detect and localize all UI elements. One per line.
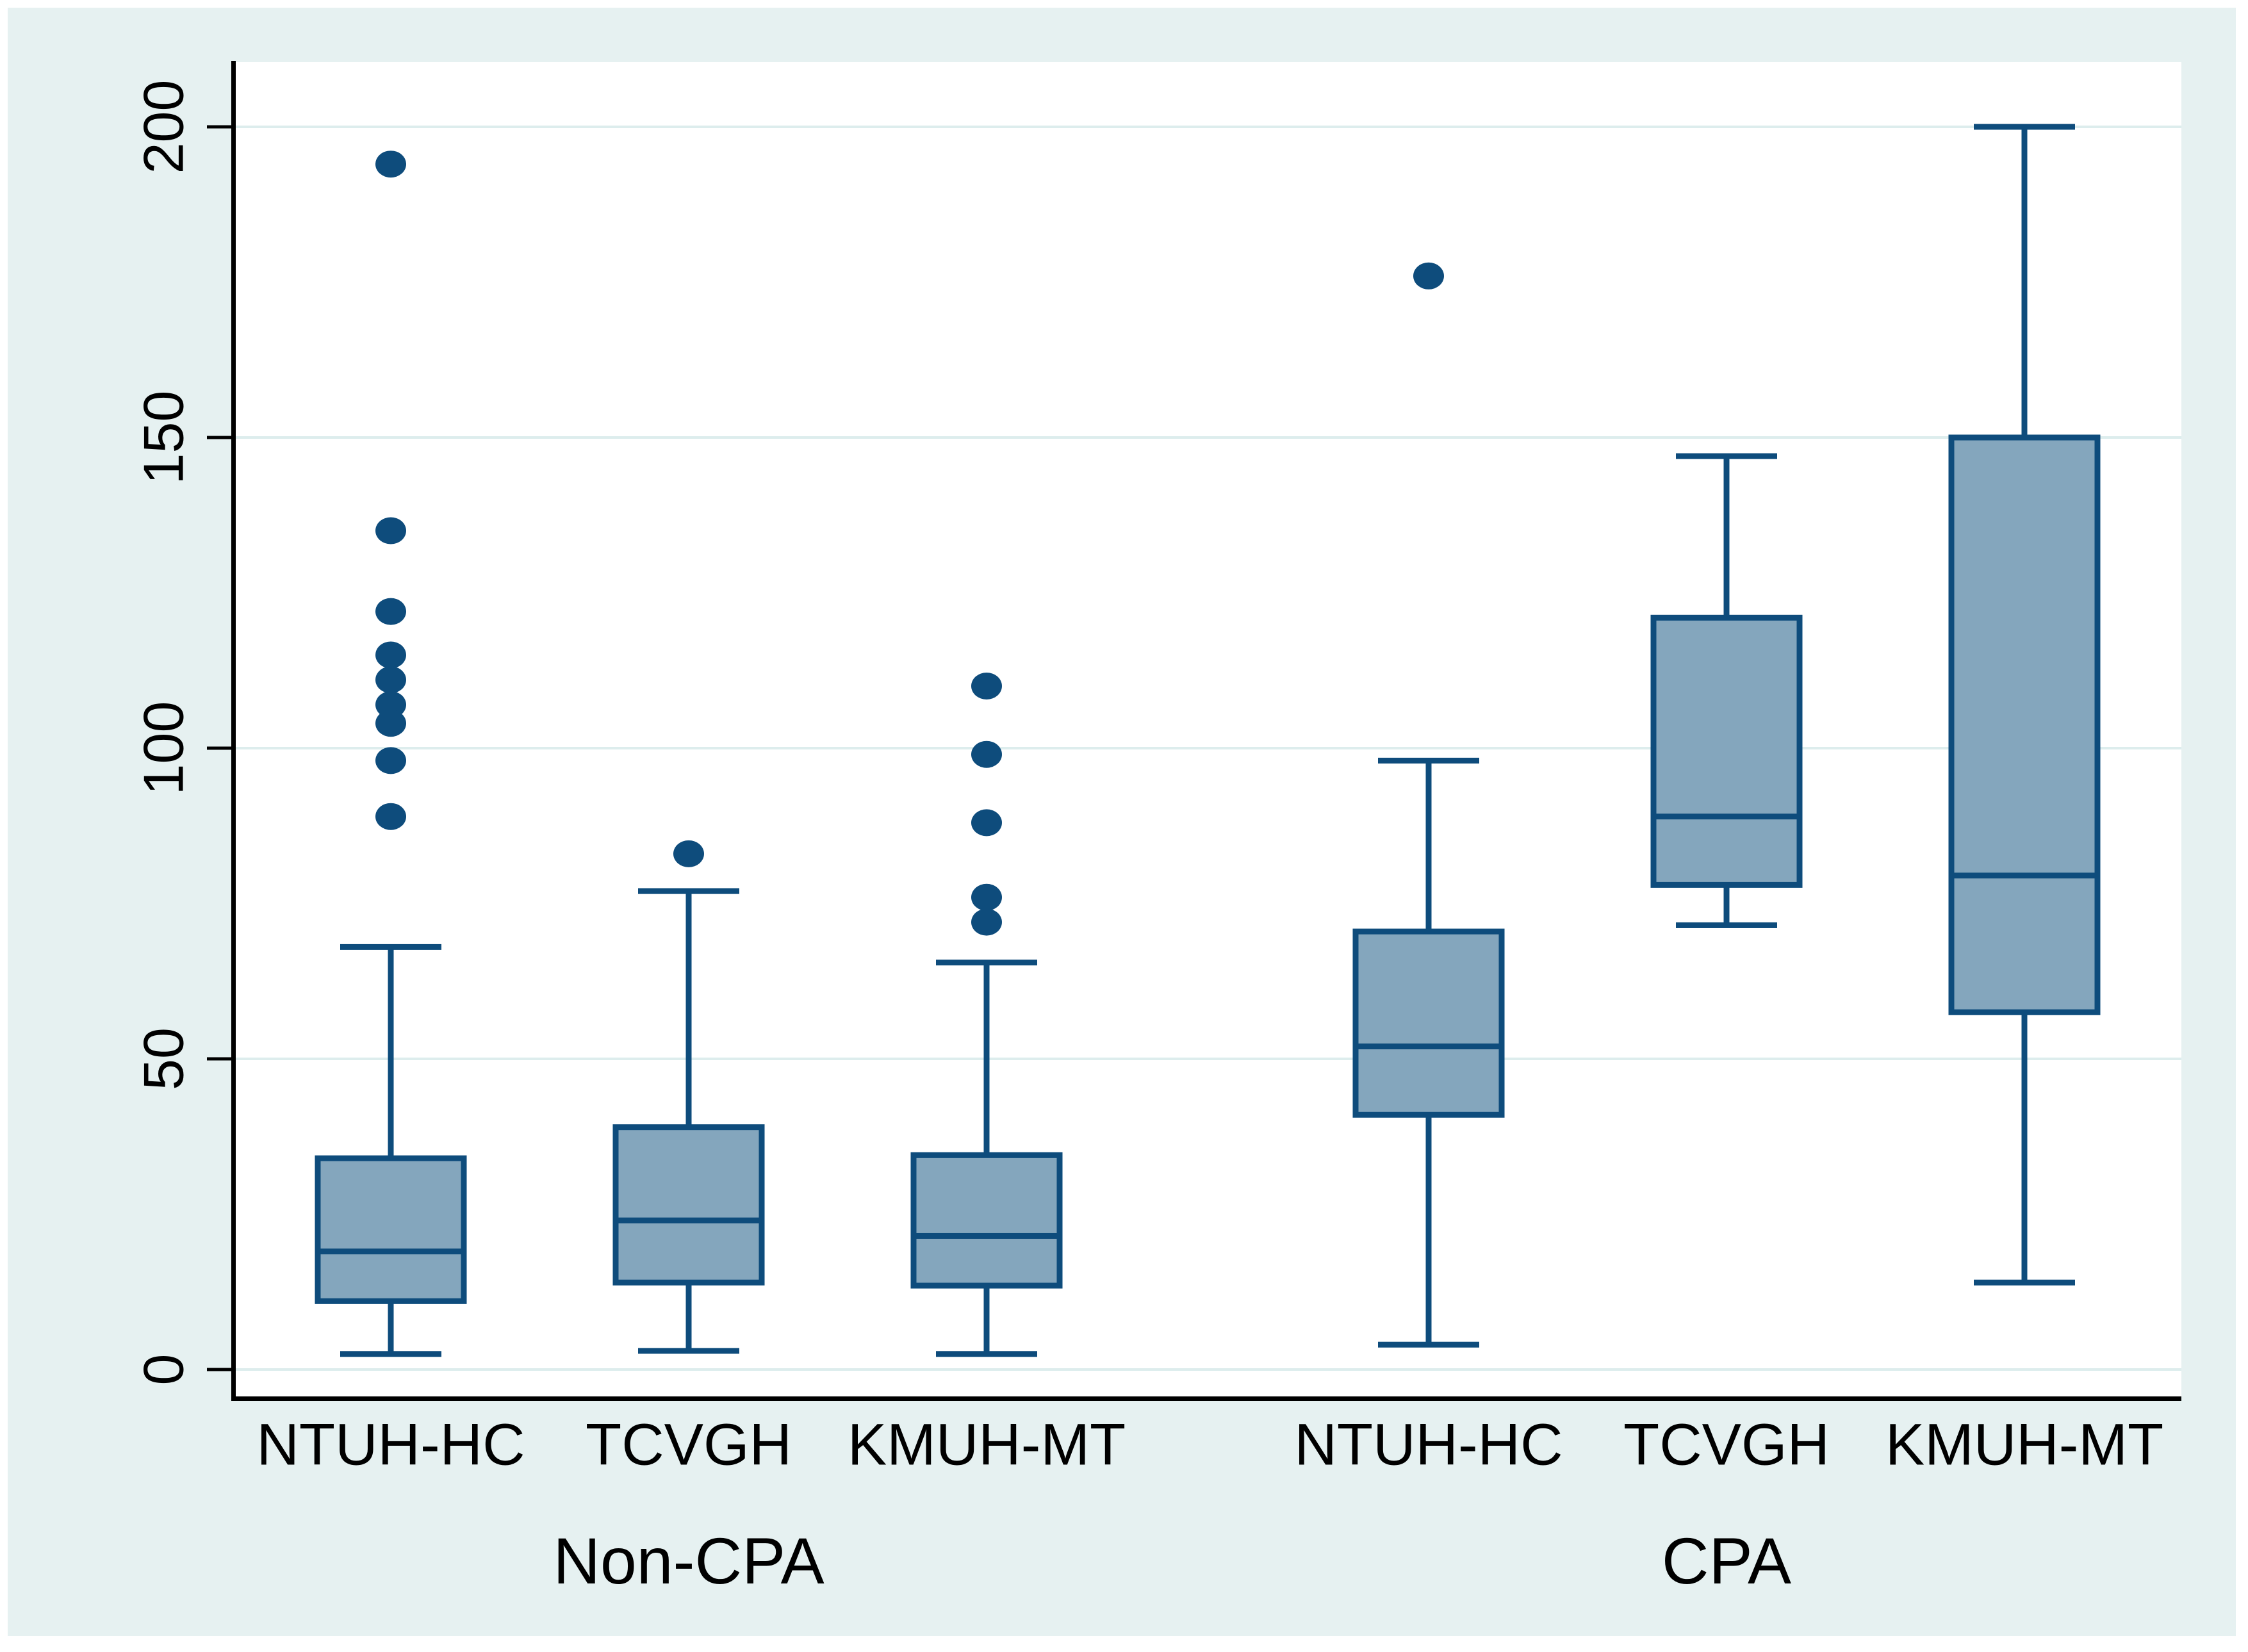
upper-whisker-line <box>388 947 394 1159</box>
x-label-cpa-kmuh-mt: KMUH-MT <box>1885 1412 2163 1477</box>
upper-whisker-cap <box>340 944 441 950</box>
lower-whisker-line <box>983 1286 990 1354</box>
y-axis-line <box>231 61 236 1401</box>
x-axis-line <box>231 1396 2181 1401</box>
box-rect <box>910 1152 1063 1289</box>
outlier-dot <box>971 740 1002 768</box>
outlier-dot <box>375 803 406 830</box>
y-tick-150 <box>207 436 231 439</box>
x-label-non-cpa-kmuh-mt: KMUH-MT <box>848 1412 1126 1477</box>
box-group-non-cpa-tcvgh <box>612 840 765 1354</box>
y-tick-200 <box>207 125 231 129</box>
box-group-cpa-ntuh-hc <box>1352 262 1505 1348</box>
y-tick-100 <box>207 746 231 750</box>
median-line <box>1655 814 1798 820</box>
box-group-non-cpa-ntuh-hc <box>315 151 467 1357</box>
group-label-non-cpa: Non-CPA <box>553 1525 824 1598</box>
outlier-dot <box>375 691 406 719</box>
outlier-dot <box>971 673 1002 699</box>
upper-whisker-line <box>983 962 990 1156</box>
gridline-100 <box>236 747 2181 749</box>
y-tick-50 <box>207 1057 231 1061</box>
y-tick-label-200: 200 <box>131 80 195 174</box>
lower-whisker-cap <box>1676 922 1777 928</box>
lower-whisker-line <box>1425 1115 1432 1345</box>
box-group-non-cpa-kmuh-mt <box>910 673 1063 1357</box>
x-label-cpa-ntuh-hc: NTUH-HC <box>1294 1412 1563 1477</box>
gridline-0 <box>236 1368 2181 1371</box>
outlier-dot <box>971 908 1002 936</box>
outlier-dot <box>375 710 406 737</box>
outlier-dot <box>375 666 406 694</box>
lower-whisker-line <box>388 1301 394 1354</box>
plot-area <box>236 62 2181 1396</box>
lower-whisker-cap <box>1378 1341 1479 1348</box>
outlier-dot <box>375 747 406 774</box>
median-line <box>1953 872 2096 879</box>
upper-whisker-line <box>685 891 692 1127</box>
lower-whisker-line <box>1723 885 1730 926</box>
x-label-non-cpa-ntuh-hc: NTUH-HC <box>256 1412 525 1477</box>
median-line <box>1358 1043 1500 1050</box>
gridline-50 <box>236 1058 2181 1060</box>
outlier-dot <box>375 641 406 669</box>
y-tick-label-150: 150 <box>131 391 195 485</box>
median-line <box>915 1232 1058 1239</box>
box-group-cpa-tcvgh <box>1650 453 1803 928</box>
x-label-cpa-tcvgh: TCVGH <box>1623 1412 1830 1477</box>
y-tick-label-0: 0 <box>131 1354 195 1386</box>
box-rect <box>315 1155 467 1304</box>
group-label-cpa: CPA <box>1662 1525 1791 1598</box>
lower-whisker-line <box>2021 1012 2028 1283</box>
outlier-dot <box>673 840 704 867</box>
box-rect <box>612 1124 765 1286</box>
box-rect <box>1650 614 1803 888</box>
outlier-dot <box>1413 262 1444 290</box>
upper-whisker-cap <box>1378 757 1479 764</box>
lower-whisker-cap <box>936 1351 1037 1357</box>
upper-whisker-cap <box>1676 453 1777 459</box>
lower-whisker-cap <box>340 1351 441 1357</box>
outlier-dot <box>375 517 406 544</box>
x-label-non-cpa-tcvgh: TCVGH <box>586 1412 792 1477</box>
gridline-150 <box>236 436 2181 439</box>
outlier-dot <box>971 883 1002 911</box>
upper-whisker-cap <box>936 960 1037 966</box>
upper-whisker-cap <box>638 888 739 894</box>
lower-whisker-cap <box>638 1348 739 1354</box>
y-tick-label-100: 100 <box>131 701 195 796</box>
upper-whisker-line <box>1723 456 1730 618</box>
gridline-200 <box>236 126 2181 128</box>
outlier-dot <box>375 151 406 178</box>
upper-whisker-cap <box>1974 124 2075 130</box>
lower-whisker-line <box>685 1282 692 1351</box>
outlier-dot <box>971 809 1002 837</box>
y-tick-0 <box>207 1368 231 1371</box>
y-tick-label-50: 50 <box>131 1027 195 1090</box>
box-rect <box>1948 434 2101 1015</box>
upper-whisker-line <box>2021 127 2028 438</box>
outlier-dot <box>375 598 406 625</box>
median-line <box>618 1217 760 1223</box>
upper-whisker-line <box>1425 760 1432 932</box>
lower-whisker-cap <box>1974 1279 2075 1286</box>
box-rect <box>1352 928 1505 1118</box>
box-group-cpa-kmuh-mt <box>1948 124 2101 1286</box>
gridlines <box>236 126 2181 1371</box>
median-line <box>320 1248 462 1255</box>
